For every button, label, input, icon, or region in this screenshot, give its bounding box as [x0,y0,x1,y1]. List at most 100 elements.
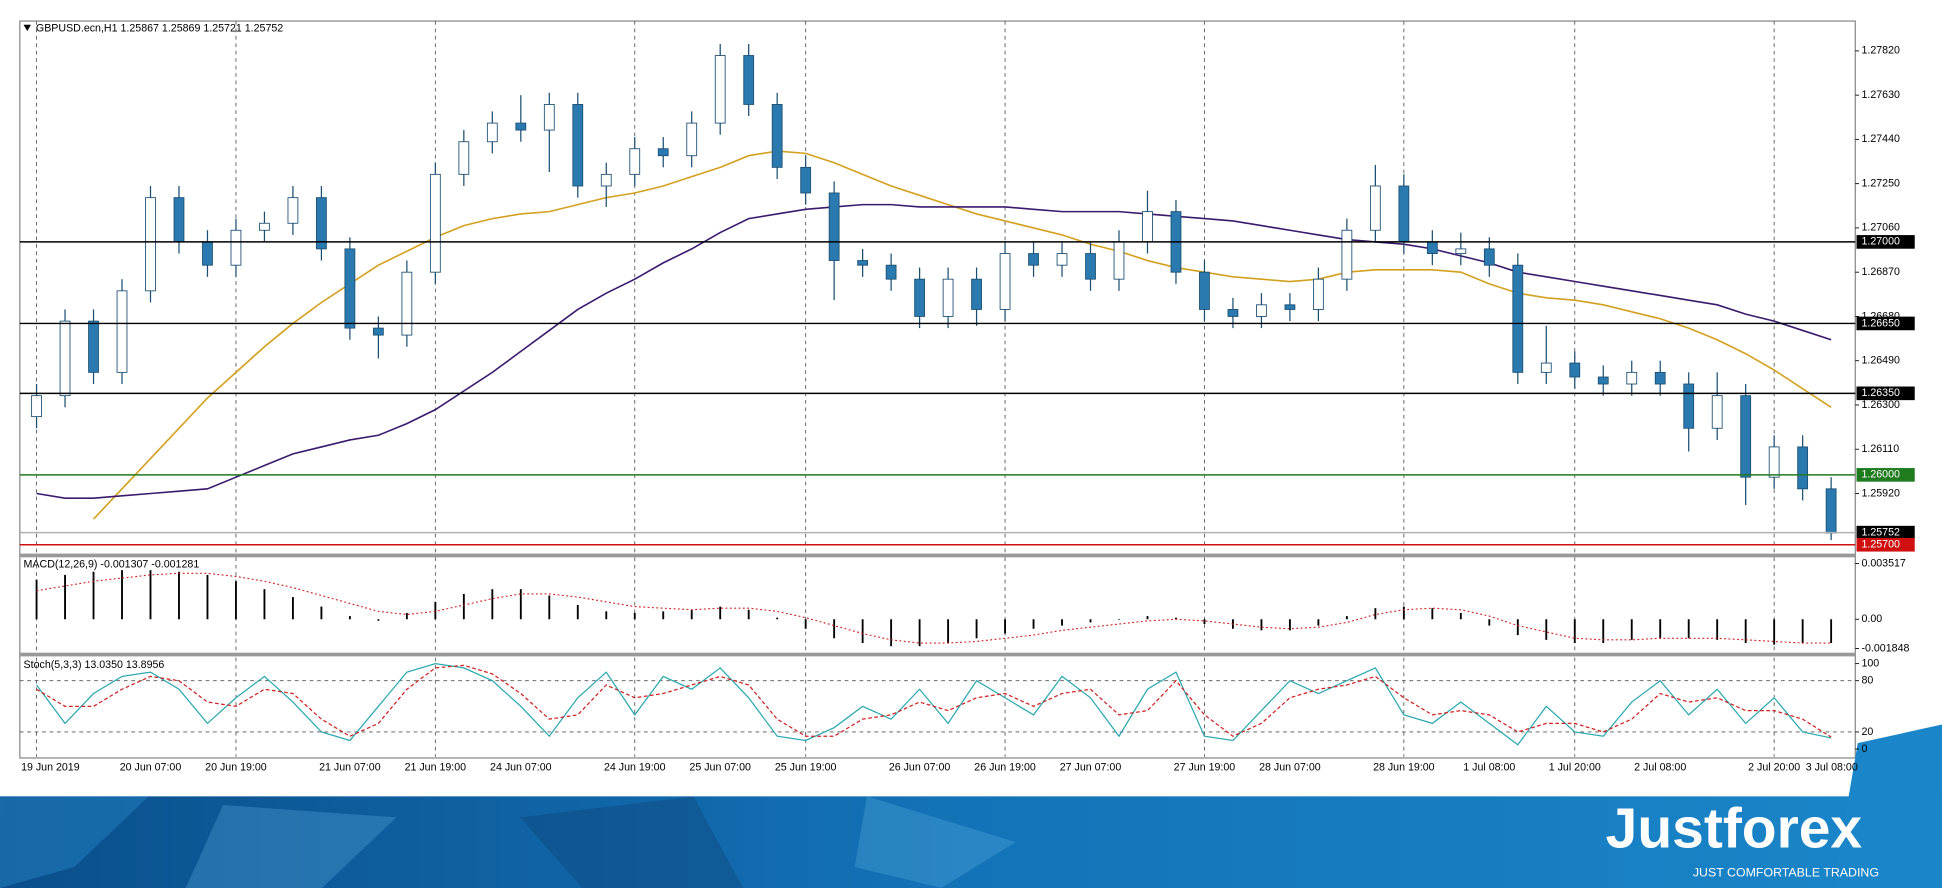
histogram-bar [1203,619,1206,625]
histogram-bar [1573,619,1576,644]
level-label: 1.27000 [1861,236,1900,248]
stoch-title: Stoch(5,3,3) 13.0350 13.8956 [24,659,165,671]
candle-body [600,173,612,187]
candle-body [401,271,413,336]
candle-body [1683,383,1695,429]
candle-body [543,104,555,131]
candle-body [629,148,641,175]
x-tick-label: 1 Jul 08:00 [1463,762,1515,774]
histogram-bar [491,589,494,620]
banner-shape [854,796,1016,888]
histogram-bar [662,611,665,620]
y-tick-label: 100 [1861,657,1879,669]
histogram-bar [833,619,836,639]
histogram-bar [1004,619,1006,634]
x-tick-label: 26 Jun 19:00 [974,762,1036,774]
candle-body [1626,371,1638,385]
histogram-bar [1602,619,1605,644]
candle-body [1597,376,1609,385]
candle-body [316,197,327,250]
y-tick-label: 80 [1861,675,1873,687]
y-tick-label: -0.001848 [1861,642,1909,654]
candle-body [344,248,356,329]
x-tick-label: 26 Jun 07:00 [889,762,951,774]
y-tick-label: 1.25920 [1861,487,1900,499]
x-tick-label: 25 Jun 07:00 [689,762,751,774]
level-label: 1.26000 [1861,469,1900,481]
histogram-bar [1659,619,1662,639]
candle-body [1797,446,1809,490]
level-label: 1.25752 [1861,526,1900,538]
y-tick-label: 0 [1861,743,1867,755]
histogram-bar [149,570,152,620]
candle-body [31,395,42,418]
histogram-bar [1146,616,1149,620]
candle-body [657,148,669,157]
histogram-bar [35,579,38,620]
histogram-bar [434,601,437,620]
candle-body [1711,395,1723,429]
candle-body [145,197,156,292]
candle-body [1455,248,1467,254]
line [36,664,1832,738]
histogram-bar [291,597,294,620]
candle-body [259,222,270,231]
histogram-bar [1061,619,1063,626]
y-tick-label: 1.26110 [1861,443,1899,455]
histogram-bar [263,589,266,620]
histogram-bar [975,619,978,639]
y-tick-label: 1.26680 [1861,310,1900,322]
histogram-bar [1716,619,1719,640]
banner-shape [185,805,397,888]
x-tick-label: 25 Jun 19:00 [775,762,837,774]
candle-body [572,104,584,187]
candle-body [372,327,384,336]
x-tick-label: 24 Jun 07:00 [490,762,552,774]
histogram-bar [1431,608,1434,620]
candle-body [116,290,128,373]
histogram-bar [1089,619,1092,623]
banner-shape [520,796,744,888]
candle-body [1256,304,1267,317]
candle-body [88,320,99,373]
y-tick-label: 20 [1861,726,1873,738]
banner [0,796,1942,888]
y-tick-label: 1.27060 [1861,222,1900,234]
y-tick-label: 1.26490 [1861,355,1900,367]
chart-title: GBPUSD.ecn,H1 1.25867 1.25869 1.25721 1.… [36,22,283,34]
x-tick-label: 21 Jun 19:00 [405,762,467,774]
candle-body [942,278,954,317]
candle-body [714,55,726,124]
candle-body [743,55,755,105]
menu-arrow [23,24,31,31]
histogram-bar [633,612,636,620]
x-tick-label: 20 Jun 07:00 [120,762,182,774]
x-tick-label: 28 Jun 07:00 [1259,762,1321,774]
candle-body [1512,264,1524,373]
candle-body [828,192,840,261]
histogram-bar [519,589,522,620]
histogram-bar [348,616,351,620]
level-tag [1856,537,1915,552]
histogram-bar [1545,619,1548,640]
candle-body [1227,309,1239,317]
histogram-bar [1345,616,1348,620]
level-tag [1856,525,1915,540]
histogram-bar [548,595,551,620]
candle-body [1426,241,1438,254]
x-tick-label: 20 Jun 19:00 [205,762,267,774]
histogram-bar [1288,619,1291,631]
candle-body [1028,253,1039,266]
y-tick-label: 0.003517 [1861,557,1905,569]
candle-body [800,166,812,194]
candle-body [173,197,185,243]
candle-body [885,264,897,280]
histogram-bar [719,606,722,620]
histogram-bar [377,619,380,621]
histogram-bar [1260,619,1263,631]
histogram-bar [64,574,66,620]
separator [19,652,1856,657]
candle-body [287,197,299,224]
